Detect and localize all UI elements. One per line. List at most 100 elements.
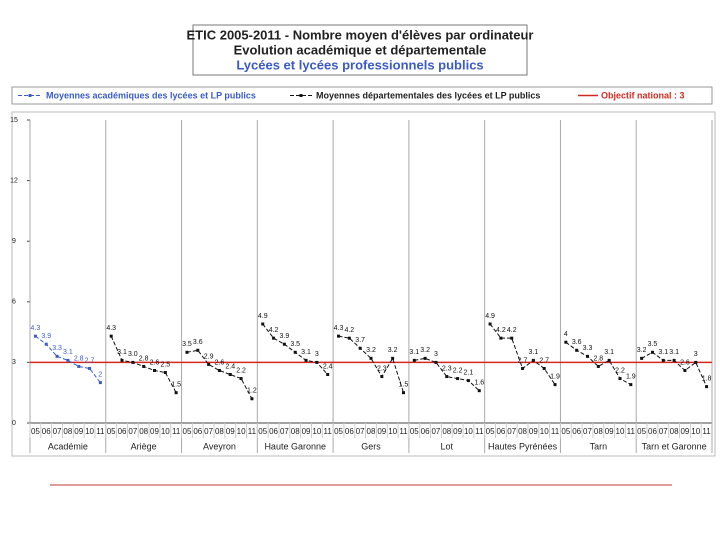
point-marker: [88, 366, 92, 370]
data-label: 2.5: [160, 361, 170, 368]
y-tick-label: 3: [12, 359, 16, 366]
data-label: 2.4: [323, 363, 333, 370]
point-marker: [456, 377, 460, 381]
data-label: 3.7: [355, 337, 365, 344]
group-label: Gers: [361, 441, 381, 451]
data-label: 3.3: [583, 345, 593, 352]
data-label: 4.3: [334, 325, 344, 332]
x-tick-label: 10: [161, 427, 170, 436]
data-label: 2.2: [615, 367, 625, 374]
point-marker: [109, 334, 113, 338]
x-tick-label: 07: [53, 427, 62, 436]
x-tick-label: 07: [356, 427, 365, 436]
point-marker: [185, 350, 189, 354]
x-tick-label: 10: [85, 427, 94, 436]
point-marker: [326, 373, 330, 377]
data-label: 2.9: [204, 353, 214, 360]
point-marker: [163, 371, 167, 374]
point-marker: [217, 368, 221, 372]
title-box: [192, 24, 528, 76]
point-marker: [412, 358, 416, 362]
chart-subtitle: Lycées et lycées professionnels publics: [236, 57, 483, 72]
data-label: 2.8: [139, 355, 149, 362]
x-tick-label: 06: [648, 427, 657, 436]
data-label: 1.9: [626, 373, 636, 380]
data-label: 4.2: [344, 327, 354, 334]
point-marker: [618, 377, 622, 381]
data-label: 3.6: [193, 339, 203, 346]
point-marker: [272, 336, 276, 340]
data-label: 4: [564, 331, 568, 338]
x-tick-label: 08: [670, 427, 679, 436]
data-label: 4.9: [258, 313, 268, 320]
point-marker: [304, 358, 308, 362]
legend-label: Objectif national : 3: [601, 90, 685, 100]
x-tick-label: 05: [334, 427, 343, 436]
data-label: 4.3: [106, 325, 116, 332]
x-tick-label: 11: [627, 427, 636, 436]
data-label: 2: [98, 371, 102, 378]
data-label: 2.3: [442, 365, 452, 372]
group-label: Lot: [441, 441, 454, 451]
point-marker: [228, 373, 232, 377]
point-marker: [369, 356, 373, 360]
x-tick-label: 10: [616, 427, 625, 436]
data-label: 3.1: [669, 349, 679, 356]
point-marker: [672, 358, 676, 362]
point-marker: [661, 358, 665, 362]
point-marker: [531, 358, 535, 362]
legend-marker: [299, 94, 303, 97]
point-marker: [174, 391, 178, 395]
x-tick-label: 08: [594, 427, 603, 436]
point-marker: [33, 334, 37, 338]
data-label: 3: [315, 351, 319, 358]
point-marker: [250, 397, 254, 401]
x-tick-label: 08: [518, 427, 527, 436]
x-tick-label: 05: [637, 427, 646, 436]
point-marker: [282, 342, 286, 346]
data-label: 3: [434, 351, 438, 358]
legend-label: Moyennes départementales des lycées et L…: [316, 90, 540, 100]
x-tick-label: 11: [96, 427, 105, 436]
point-marker: [77, 364, 81, 368]
point-marker: [466, 379, 470, 383]
x-tick-label: 06: [345, 427, 354, 436]
point-marker: [521, 366, 525, 370]
data-label: 2.2: [236, 367, 246, 374]
x-tick-label: 08: [63, 427, 72, 436]
x-tick-label: 09: [680, 427, 689, 436]
point-marker: [131, 360, 135, 364]
x-tick-label: 11: [702, 427, 711, 436]
x-tick-label: 05: [486, 427, 495, 436]
point-marker: [445, 375, 449, 379]
point-marker: [391, 356, 395, 360]
x-tick-label: 05: [561, 427, 570, 436]
data-label: 2.4: [225, 363, 235, 370]
x-tick-label: 11: [551, 427, 560, 436]
group-label: Haute Garonne: [264, 441, 326, 451]
x-tick-label: 05: [31, 427, 40, 436]
data-label: 2.8: [593, 355, 603, 362]
legend-marker: [28, 94, 32, 97]
point-marker: [575, 348, 579, 352]
data-label: 1.2: [247, 388, 257, 395]
data-label: 3.2: [366, 347, 376, 354]
data-label: 4.2: [507, 327, 517, 334]
group-label: Académie: [48, 441, 88, 451]
data-label: 3.5: [182, 341, 192, 348]
legend-label: Moyennes académiques des lycées et LP pu…: [46, 90, 256, 100]
legend-box: [11, 86, 713, 105]
x-tick-label: 05: [107, 427, 116, 436]
x-tick-label: 10: [237, 427, 246, 436]
group-label: Tarn: [590, 441, 608, 451]
chart-title: ETIC 2005-2011 - Nombre moyen d'élèves p…: [186, 27, 533, 42]
point-marker: [98, 381, 102, 385]
point-marker: [499, 336, 503, 340]
point-marker: [553, 383, 557, 387]
x-tick-label: 09: [453, 427, 462, 436]
point-marker: [293, 350, 297, 354]
point-marker: [239, 377, 243, 381]
x-tick-label: 08: [291, 427, 300, 436]
x-tick-label: 08: [215, 427, 224, 436]
data-label: 3.2: [637, 347, 647, 354]
